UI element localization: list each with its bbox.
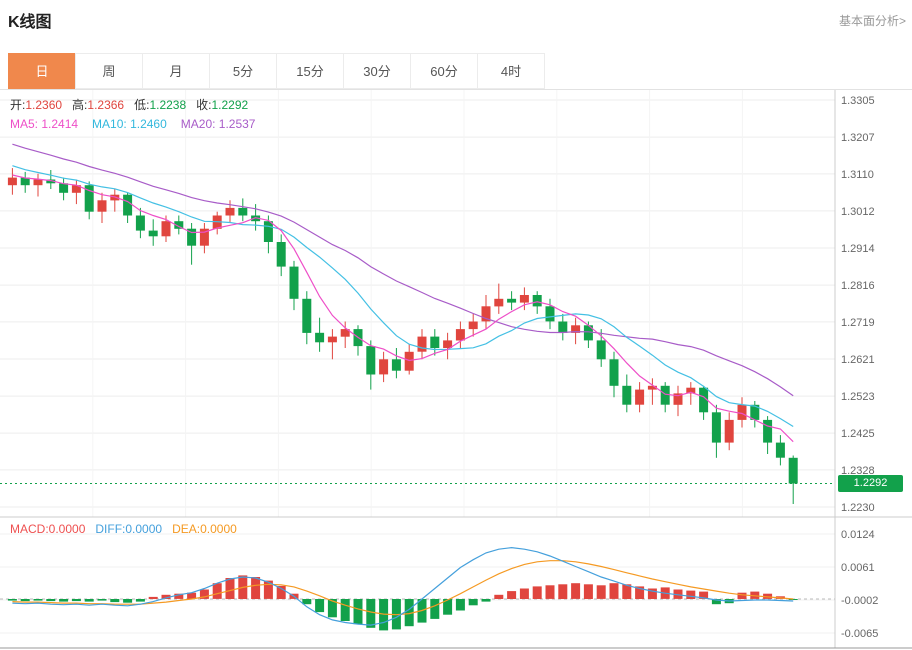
tab-interval-7[interactable]: 60分 xyxy=(410,53,478,89)
dea-line xyxy=(12,560,794,616)
low-value: 1.2238 xyxy=(149,98,187,112)
ma5-value: MA5: 1.2414 xyxy=(10,117,79,131)
tab-interval-5[interactable]: 15分 xyxy=(276,53,344,89)
ma-readout: MA5: 1.2414 MA10: 1.2460 MA20: 1.2537 xyxy=(10,117,269,131)
chart-frame xyxy=(0,90,912,649)
close-value: 1.2292 xyxy=(211,98,249,112)
macd-axis-labels: 0.0124 0.0061 -0.0002 -0.0065 xyxy=(841,529,878,640)
tab-interval-3[interactable]: 月 xyxy=(142,53,210,89)
macd-value: MACD:0.0000 xyxy=(10,522,86,536)
open-readout: 开:1.2360 xyxy=(10,98,62,112)
tab-interval-2[interactable]: 周 xyxy=(75,53,143,89)
svg-text:1.2914: 1.2914 xyxy=(841,243,875,255)
high-label: 高: xyxy=(72,98,88,112)
svg-text:1.2621: 1.2621 xyxy=(841,354,875,366)
open-value: 1.2360 xyxy=(25,98,63,112)
svg-text:1.3110: 1.3110 xyxy=(841,169,874,181)
svg-text:1.2523: 1.2523 xyxy=(841,391,875,403)
close-readout: 收:1.2292 xyxy=(196,98,248,112)
low-readout: 低:1.2238 xyxy=(134,98,186,112)
diff-value: DIFF:0.0000 xyxy=(95,522,163,536)
ma10-value: MA10: 1.2460 xyxy=(92,117,167,131)
ma5-line xyxy=(12,174,794,443)
last-price-tag: 1.2292 xyxy=(838,475,903,492)
svg-text:1.2816: 1.2816 xyxy=(841,280,875,292)
high-readout: 高:1.2366 xyxy=(72,98,124,112)
high-value: 1.2366 xyxy=(87,98,125,112)
close-label: 收: xyxy=(196,98,212,112)
tab-interval-6[interactable]: 30分 xyxy=(343,53,411,89)
low-label: 低: xyxy=(134,98,150,112)
tab-interval-4[interactable]: 5分 xyxy=(209,53,277,89)
svg-text:1.3012: 1.3012 xyxy=(841,206,875,218)
ma10-line xyxy=(12,165,794,428)
price-axis-labels: 1.3305 1.3207 1.3110 1.3012 1.2914 1.2816 1.27… xyxy=(841,95,875,514)
svg-text:-0.0002: -0.0002 xyxy=(841,595,878,607)
svg-text:1.2230: 1.2230 xyxy=(841,502,875,514)
open-label: 开: xyxy=(10,98,26,112)
grid-layer xyxy=(0,90,835,634)
macd-lines-layer xyxy=(12,546,794,626)
svg-text:1.2425: 1.2425 xyxy=(841,428,875,440)
ma20-line xyxy=(12,143,794,397)
tab-interval-8[interactable]: 4时 xyxy=(477,53,545,89)
svg-text:1.3305: 1.3305 xyxy=(841,95,875,107)
svg-text:0.0124: 0.0124 xyxy=(841,529,875,541)
candles-layer xyxy=(7,168,798,504)
macd-readout: MACD:0.0000 DIFF:0.0000 DEA:0.0000 xyxy=(10,522,247,536)
page-header: K线图 基本面分析> xyxy=(0,0,912,40)
svg-text:0.0061: 0.0061 xyxy=(841,562,875,574)
svg-text:1.3207: 1.3207 xyxy=(841,132,875,144)
interval-tabs: 日周月 5分 15分 30分 60分 4时 xyxy=(0,53,912,90)
svg-text:-0.0065: -0.0065 xyxy=(841,628,878,640)
svg-text:1.2719: 1.2719 xyxy=(841,317,875,329)
ma-lines-layer xyxy=(12,143,794,443)
macd-histogram-layer xyxy=(7,575,798,631)
svg-text:1.2328: 1.2328 xyxy=(841,465,875,477)
diff-line xyxy=(12,546,794,626)
ohlc-readout: 开:1.2360 高:1.2366 低:1.2238 收:1.2292 xyxy=(10,96,258,113)
ma20-value: MA20: 1.2537 xyxy=(180,117,256,131)
fundamental-analysis-link[interactable]: 基本面分析> xyxy=(838,14,906,28)
tab-interval-1[interactable]: 日 xyxy=(8,53,76,89)
dea-value: DEA:0.0000 xyxy=(172,522,237,536)
page-title: K线图 xyxy=(8,14,52,31)
